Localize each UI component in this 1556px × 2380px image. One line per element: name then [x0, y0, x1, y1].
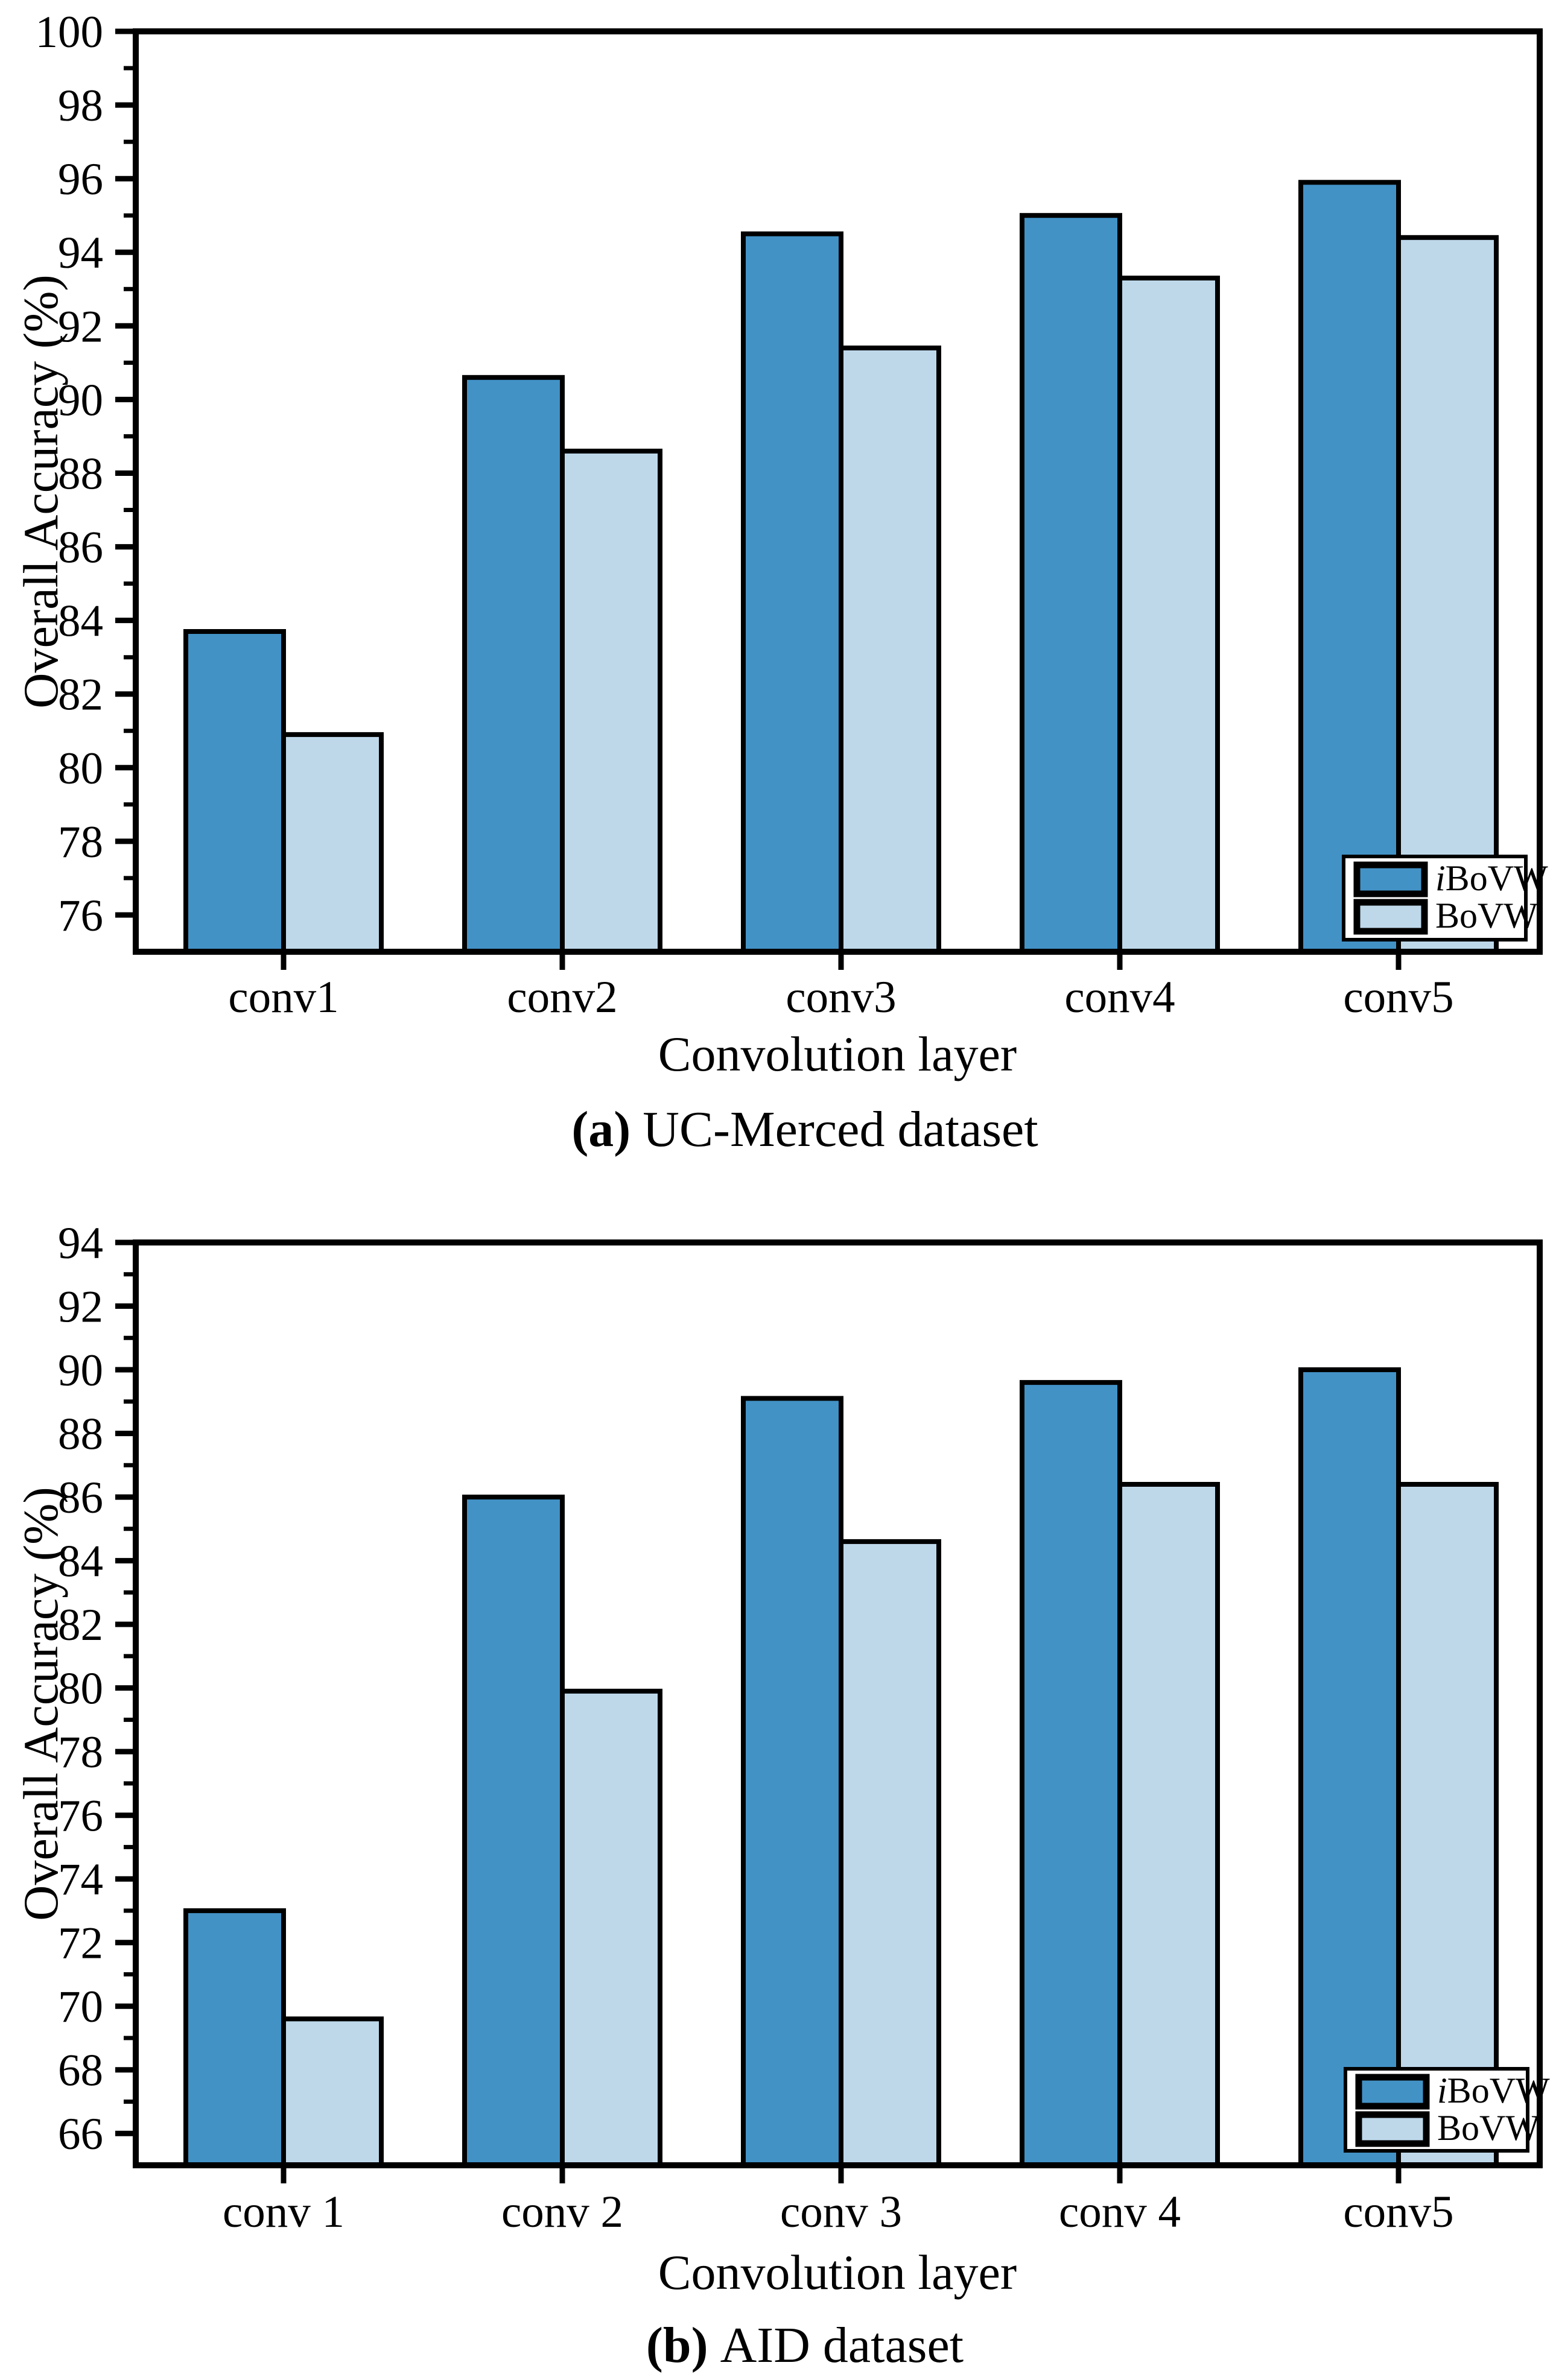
- bar-bovw-conv5: [1396, 1482, 1499, 2168]
- y-tick-label: 80: [58, 1664, 103, 1714]
- x-tick-label: conv2: [507, 972, 617, 1022]
- chart-a-x-axis-title: Convolution layer: [658, 1027, 1017, 1081]
- y-tick-label: 88: [58, 1410, 103, 1460]
- y-tick-label: 92: [58, 302, 103, 352]
- legend-label-text: BoVW: [1446, 858, 1548, 898]
- x-tick-label: conv4: [1064, 972, 1175, 1022]
- plot-box-b: [133, 1239, 1543, 2168]
- y-tick-label: 94: [58, 1218, 103, 1268]
- bar-bovw-conv1: [281, 732, 384, 955]
- legend-label-text: BoVW: [1435, 896, 1538, 935]
- x-tick-label: conv5: [1343, 2187, 1453, 2237]
- y-tick-label: 88: [58, 449, 103, 499]
- y-tick-label: 96: [58, 154, 103, 204]
- legend-swatch-ibovw: [1355, 2074, 1430, 2110]
- legend-swatch-ibovw: [1353, 861, 1428, 897]
- y-tick-label: 82: [58, 1600, 103, 1650]
- legend-label-prefix: i: [1437, 2071, 1447, 2110]
- bar-ibovw-conv4: [1020, 213, 1122, 955]
- bar-ibovw-conv3: [741, 1396, 843, 2168]
- legend-label-text: BoVW: [1447, 2071, 1550, 2110]
- chart-b-y-axis-title: Overall Accuracy (%): [13, 1487, 68, 1920]
- legend-label-prefix: i: [1435, 858, 1446, 898]
- bar-bovw-conv4: [1117, 276, 1220, 954]
- chart-a: 76 78 80 82 84 86 88 90 92 94 96 98 100 conv1 conv2 con…: [13, 7, 1548, 1157]
- x-tick-label: conv 1: [223, 2187, 345, 2237]
- y-tick-label: 86: [58, 1473, 103, 1523]
- y-tick-label: 76: [58, 1791, 103, 1841]
- plot-box-a: [133, 28, 1543, 955]
- legend-swatch-bovw: [1355, 2111, 1430, 2147]
- bar-ibovw-conv5: [1298, 180, 1401, 954]
- y-tick-label: 72: [58, 1919, 103, 1969]
- y-tick-label: 84: [58, 1537, 103, 1587]
- y-tick-label: 66: [58, 2109, 103, 2159]
- y-tick-label: 76: [58, 891, 103, 941]
- y-tick-label: 74: [58, 1855, 103, 1905]
- bar-bovw-conv3: [839, 1539, 941, 2168]
- chart-a-dynamic: 76 78 80 82 84 86 88 90 92 94 96 98 100 conv1 conv2 con…: [36, 7, 1549, 1022]
- chart-b-caption-marker: (b): [646, 2317, 708, 2373]
- bar-ibovw-conv3: [741, 231, 843, 955]
- chart-b-caption-text: AID dataset: [720, 2317, 964, 2373]
- bar-ibovw-conv2: [462, 1495, 565, 2168]
- y-tick-label: 90: [58, 1346, 103, 1396]
- bar-bovw-conv4: [1117, 1482, 1220, 2168]
- bar-bovw-conv2: [560, 1688, 662, 2168]
- x-tick-label: conv 4: [1059, 2187, 1181, 2237]
- x-tick-label: conv 2: [501, 2187, 623, 2237]
- bar-ibovw-conv2: [462, 375, 565, 954]
- legend-label-ibovw: iBoVW: [1435, 858, 1548, 898]
- bar-ibovw-conv1: [183, 1908, 286, 2168]
- bar-ibovw-conv4: [1020, 1380, 1122, 2168]
- y-tick-label: 94: [58, 228, 103, 278]
- y-tick-label: 70: [58, 1982, 103, 2032]
- y-tick-label: 80: [58, 744, 103, 794]
- chart-a-caption: (a) UC-Merced dataset: [571, 1101, 1038, 1157]
- legend-label-text: BoVW: [1437, 2108, 1540, 2148]
- bar-bovw-conv5: [1396, 235, 1499, 954]
- y-tick-label: 68: [58, 2046, 103, 2096]
- chart-b-caption: (b) AID dataset: [646, 2317, 964, 2373]
- x-tick-label: conv 3: [780, 2187, 902, 2237]
- y-tick-label: 92: [58, 1282, 103, 1332]
- bar-ibovw-conv5: [1298, 1367, 1401, 2168]
- x-tick-label: conv5: [1343, 972, 1453, 1022]
- y-tick-label: 90: [58, 375, 103, 425]
- y-tick-label: 84: [58, 597, 103, 647]
- x-tick-label: conv3: [786, 972, 896, 1022]
- chart-a-caption-text: UC-Merced dataset: [643, 1101, 1038, 1157]
- bar-bovw-conv3: [839, 345, 941, 954]
- chart-b-x-axis-title: Convolution layer: [658, 2245, 1017, 2300]
- y-tick-label: 98: [58, 81, 103, 131]
- legend-label-ibovw: iBoVW: [1437, 2071, 1550, 2110]
- bar-bovw-conv2: [560, 448, 662, 954]
- y-tick-label: 100: [36, 7, 104, 57]
- chart-b-dynamic: 66 68 70 72 74 76 78 80 82 84 86 88 90 92 94 conv 1 conv…: [58, 1218, 1550, 2237]
- chart-a-caption-marker: (a): [571, 1101, 630, 1157]
- legend-swatch-bovw: [1353, 899, 1428, 935]
- legend-label-bovw: BoVW: [1435, 896, 1538, 935]
- y-tick-label: 86: [58, 523, 103, 573]
- y-tick-label: 78: [58, 817, 103, 867]
- bar-ibovw-conv1: [183, 629, 286, 954]
- legend-label-bovw: BoVW: [1437, 2108, 1540, 2148]
- chart-b: 66 68 70 72 74 76 78 80 82 84 86 88 90 92 94 conv 1 conv…: [13, 1218, 1550, 2373]
- x-tick-label: conv1: [228, 972, 338, 1022]
- y-tick-label: 82: [58, 670, 103, 720]
- y-tick-label: 78: [58, 1727, 103, 1777]
- chart-a-y-axis-title: Overall Accuracy (%): [13, 274, 68, 708]
- bar-bovw-conv1: [281, 2016, 384, 2168]
